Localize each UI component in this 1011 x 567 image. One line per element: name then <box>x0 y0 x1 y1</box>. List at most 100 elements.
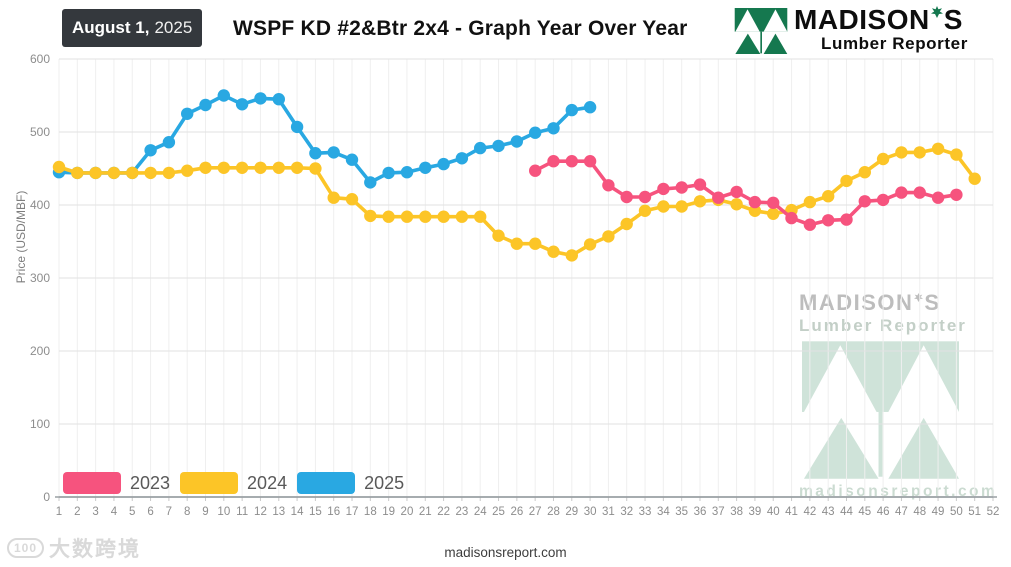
brand-subtitle: Lumber Reporter <box>821 34 968 53</box>
legend-label-2023: 2023 <box>130 472 171 493</box>
svg-text:41: 41 <box>785 506 798 518</box>
data-point <box>492 229 505 242</box>
data-point <box>712 191 725 204</box>
svg-text:40: 40 <box>767 506 780 518</box>
data-point <box>162 166 176 180</box>
svg-text:43: 43 <box>822 506 835 518</box>
data-point <box>675 181 688 194</box>
svg-text:500: 500 <box>30 125 50 139</box>
data-point <box>931 191 945 204</box>
series-line <box>58 93 591 185</box>
svg-text:52: 52 <box>987 506 1000 518</box>
data-point <box>144 166 157 180</box>
data-point <box>235 161 249 174</box>
svg-text:0: 0 <box>43 490 50 504</box>
data-point <box>767 196 780 209</box>
data-point <box>730 185 743 199</box>
data-point <box>657 182 670 196</box>
data-point <box>455 210 469 223</box>
data-point <box>840 174 853 188</box>
data-point <box>822 190 835 203</box>
data-point <box>602 230 615 243</box>
svg-text:12: 12 <box>254 506 267 518</box>
svg-text:48: 48 <box>913 506 926 518</box>
maple-leaf-icon <box>930 0 943 23</box>
watermark-bottom-left: 100 大数跨境 <box>7 533 141 563</box>
data-point <box>455 152 469 165</box>
watermark-cn-text: 大数跨境 <box>49 538 142 561</box>
brand-name-right: S <box>943 4 963 35</box>
svg-text:21: 21 <box>419 506 432 518</box>
data-point <box>840 213 853 226</box>
legend-swatch-2023 <box>63 472 121 494</box>
data-point <box>748 195 762 209</box>
svg-text:23: 23 <box>456 506 469 518</box>
data-point <box>364 209 377 223</box>
data-point <box>181 107 194 121</box>
svg-text:47: 47 <box>895 506 908 518</box>
legend-item-2024[interactable]: 2024 <box>180 472 287 494</box>
chart-legend: 2023 2024 2025 <box>63 472 414 494</box>
svg-text:25: 25 <box>492 506 505 518</box>
svg-text:24: 24 <box>474 506 487 518</box>
series-line <box>534 159 957 227</box>
data-point <box>181 164 194 177</box>
svg-text:2: 2 <box>74 506 80 518</box>
data-point <box>968 172 981 185</box>
svg-text:36: 36 <box>694 506 707 518</box>
svg-text:22: 22 <box>437 506 450 518</box>
svg-text:38: 38 <box>730 506 743 518</box>
data-point <box>693 195 707 208</box>
data-point <box>583 155 597 168</box>
legend-swatch-2025 <box>297 472 356 494</box>
data-point <box>400 166 414 179</box>
gridlines <box>55 58 997 501</box>
data-point <box>474 210 487 223</box>
svg-text:31: 31 <box>602 506 615 518</box>
data-point <box>529 164 542 177</box>
data-point <box>657 200 670 213</box>
watermark-leaf-icon <box>914 284 924 306</box>
svg-text:32: 32 <box>620 506 633 518</box>
data-point <box>876 152 890 166</box>
data-point <box>950 188 963 201</box>
series-2025 <box>52 89 597 189</box>
data-point <box>400 210 414 223</box>
data-point <box>309 162 322 175</box>
svg-text:10: 10 <box>217 506 230 518</box>
legend-item-2023[interactable]: 2023 <box>63 472 170 494</box>
svg-text:45: 45 <box>858 506 871 518</box>
data-point <box>254 161 267 174</box>
data-point <box>785 211 798 225</box>
data-point <box>602 179 615 192</box>
data-point <box>547 155 560 168</box>
data-point <box>474 141 487 155</box>
data-point <box>895 186 908 199</box>
data-point <box>217 161 230 174</box>
series-2024 <box>52 142 981 262</box>
brand-logo: MADISON S Lumber Reporter <box>734 6 968 54</box>
svg-text:400: 400 <box>30 198 50 212</box>
data-point <box>382 210 395 223</box>
data-point <box>565 249 578 262</box>
data-point <box>638 204 652 217</box>
data-point <box>89 166 102 180</box>
data-point <box>345 153 359 166</box>
legend-swatch-2024 <box>180 472 239 494</box>
data-point <box>364 176 377 189</box>
data-point <box>126 166 139 180</box>
data-point <box>913 146 926 159</box>
svg-text:30: 30 <box>584 506 597 518</box>
watermark-badge: 100 <box>7 538 45 558</box>
data-point <box>565 103 578 117</box>
data-point <box>199 98 212 112</box>
data-point <box>950 148 963 161</box>
data-point <box>419 161 432 174</box>
data-point <box>876 193 890 207</box>
data-point <box>803 195 817 209</box>
data-point <box>492 139 505 153</box>
legend-item-2025[interactable]: 2025 <box>297 472 404 494</box>
svg-text:37: 37 <box>712 506 725 518</box>
